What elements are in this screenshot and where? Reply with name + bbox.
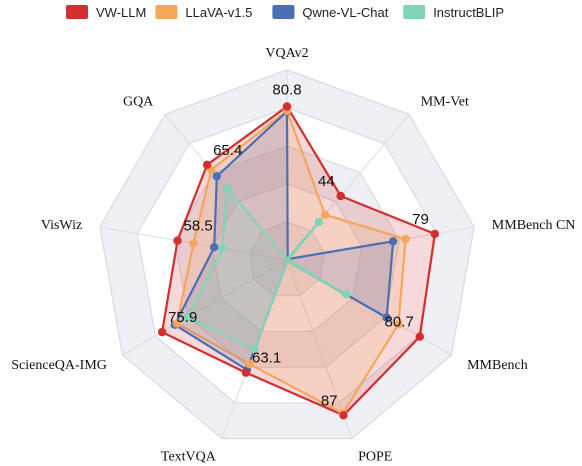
point-instructblip-mm-vet: [314, 217, 324, 227]
axis-label-scienceqa-img: ScienceQA-IMG: [11, 358, 107, 373]
axis-label-viswiz: VisWiz: [41, 218, 82, 233]
grid-spoke-pope: [286, 259, 353, 439]
grid-spoke-scienceqa-img: [122, 259, 288, 356]
point-instructblip-textvqa: [250, 345, 259, 354]
legend-swatch-instructblip: [403, 5, 426, 19]
point-vw-llm-vqav2: [282, 102, 292, 111]
legend-swatch-qwne-vl-chat: [272, 5, 295, 19]
axis-label-mmbench-cn: MMBench CN: [492, 218, 576, 233]
axis-label-mm-vet: MM-Vet: [421, 95, 469, 110]
legend-swatch-vw-llm: [66, 5, 88, 19]
point-vw-llm-viswiz: [173, 236, 182, 245]
point-instructblip-scienceqa-img: [183, 313, 192, 322]
legend-label-llava-v1-5: LLaVA-v1.5: [185, 5, 252, 20]
axis-label-mmbench: MMBench: [467, 358, 528, 373]
value-label-mm-vet: 44: [318, 173, 335, 190]
point-vw-llm-mm-vet: [336, 191, 345, 201]
point-llava-v1-5-viswiz: [189, 239, 198, 248]
chart-legend: VW-LLM LLaVA-v1.5 Qwne-VL-Chat InstructBLIP: [66, 5, 504, 20]
point-vw-llm-mmbench-cn: [430, 229, 439, 239]
value-label-mmbench-cn: 79: [412, 211, 429, 228]
legend-label-qwne-vl-chat: Qwne-VL-Chat: [302, 5, 388, 20]
point-qwne-vl-chat-gqa: [212, 172, 221, 181]
value-label-mmbench: 80.7: [385, 314, 414, 331]
axis-label-gqa: GQA: [123, 95, 154, 110]
point-instructblip-mmbench: [342, 290, 351, 299]
series-areas: [161, 105, 436, 417]
point-vw-llm-textvqa: [241, 368, 251, 377]
point-llava-v1-5-mmbench: [394, 320, 403, 329]
point-instructblip-gqa: [222, 184, 232, 193]
point-vw-llm-mmbench: [415, 332, 424, 341]
point-qwne-vl-chat-viswiz: [210, 243, 219, 252]
axis-label-textvqa: TextVQA: [161, 450, 217, 465]
point-vw-llm-gqa: [202, 160, 212, 169]
value-label-scienceqa-img: 75.9: [168, 309, 197, 326]
value-label-textvqa: 63.1: [252, 350, 281, 367]
point-llava-v1-5-scienceqa-img: [172, 319, 182, 328]
axis-labels: VQAv2 MM-Vet MMBench CN MMBench POPE TextVQA S…: [11, 46, 575, 465]
value-label-vqav2: 80.8: [272, 82, 301, 99]
series-points: [157, 102, 439, 420]
point-llava-v1-5-mm-vet: [320, 210, 330, 219]
series-area-instructblip: [186, 187, 348, 351]
point-llava-v1-5-textvqa: [245, 359, 254, 369]
value-label-viswiz: 58.5: [184, 218, 213, 235]
point-qwne-vl-chat-mmbench: [382, 313, 391, 322]
point-llava-v1-5-mmbench-cn: [401, 234, 410, 244]
point-vw-llm-pope: [339, 411, 348, 420]
legend-label-instructblip: InstructBLIP: [433, 5, 504, 20]
value-labels: 80.8 44 79 80.7 87 63.1 75.9 58.5 65.4: [168, 82, 429, 410]
legend-swatch-llava-v1-5: [155, 5, 178, 19]
point-qwne-vl-chat-mmbench-cn: [388, 237, 398, 246]
value-label-gqa: 65.4: [213, 142, 242, 159]
axis-label-pope: POPE: [358, 450, 392, 465]
legend-label-vw-llm: VW-LLM: [96, 5, 146, 20]
value-label-pope: 87: [321, 392, 338, 409]
axis-label-vqav2: VQAv2: [265, 46, 308, 61]
point-instructblip-viswiz: [218, 244, 227, 253]
point-vw-llm-scienceqa-img: [157, 327, 167, 337]
